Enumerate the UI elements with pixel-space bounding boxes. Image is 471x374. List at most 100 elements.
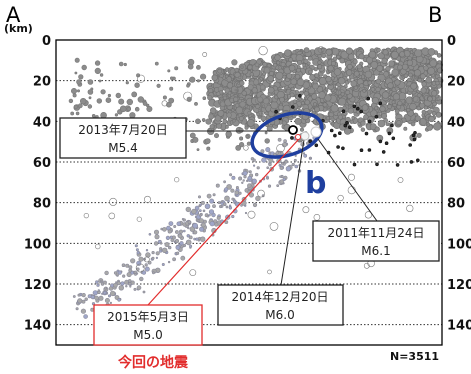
hypocenter-point xyxy=(208,88,214,94)
hypocenter-point xyxy=(288,57,294,63)
hypocenter-point xyxy=(416,106,421,111)
hypocenter-point xyxy=(371,96,379,104)
hypocenter-point xyxy=(317,60,322,65)
y-tick-left-140: 140 xyxy=(24,319,51,334)
hypocenter-point xyxy=(202,52,208,57)
hypocenter-point xyxy=(81,293,86,298)
hypocenter-point xyxy=(196,148,200,152)
hypocenter-point xyxy=(245,135,249,139)
hypocenter-point xyxy=(276,60,281,65)
hypocenter-point xyxy=(135,263,145,273)
hypocenter-point xyxy=(391,68,400,77)
hypocenter-point xyxy=(370,87,376,92)
hypocenter-point xyxy=(238,75,242,80)
hypocenter-point xyxy=(330,104,339,113)
hypocenter-point xyxy=(304,99,311,106)
hypocenter-point xyxy=(168,97,175,104)
hypocenter-point xyxy=(277,137,282,142)
annotation-2014: 2014年12月20日 M6.0 xyxy=(217,284,344,326)
hypocenter-point xyxy=(107,93,111,98)
hypocenter-point xyxy=(193,230,198,235)
hypocenter-point xyxy=(394,79,401,86)
hypocenter-point xyxy=(145,252,151,258)
hypocenter-point xyxy=(311,93,318,100)
current-earthquake-label: 今回の地震 xyxy=(117,354,189,371)
hypocenter-point xyxy=(128,282,132,286)
hypocenter-point xyxy=(129,285,132,288)
hypocenter-point xyxy=(211,74,218,81)
hypocenter-point xyxy=(260,149,265,154)
y-tick-left-100: 100 xyxy=(24,237,51,252)
hypocenter-point xyxy=(352,104,357,109)
hypocenter-point xyxy=(290,78,298,85)
hypocenter-point xyxy=(261,71,266,76)
hypocenter-point xyxy=(189,244,193,248)
hypocenter-point xyxy=(137,74,146,83)
hypocenter-point xyxy=(118,285,125,291)
hypocenter-point xyxy=(225,131,232,138)
hypocenter-point xyxy=(98,79,102,83)
hypocenter-point xyxy=(235,106,244,115)
hypocenter-point xyxy=(347,107,354,114)
annotation-2013: 2013年7月20日 M5.4 xyxy=(59,117,187,159)
hypocenter-point xyxy=(279,175,282,178)
hypocenter-point xyxy=(374,106,379,111)
hypocenter-point xyxy=(409,102,417,111)
hypocenter-point xyxy=(347,173,355,181)
hypocenter-point xyxy=(382,49,389,56)
hypocenter-point xyxy=(387,131,392,136)
hypocenter-point xyxy=(164,242,170,248)
hypocenter-point xyxy=(74,57,80,63)
hypocenter-point xyxy=(206,146,211,151)
hypocenter-point xyxy=(193,237,196,241)
hypocenter-point xyxy=(219,101,226,107)
hypocenter-point xyxy=(435,111,442,118)
hypocenter-point xyxy=(293,158,297,162)
hypocenter-point xyxy=(142,101,148,106)
hypocenter-point xyxy=(375,86,381,93)
hypocenter-point xyxy=(99,73,104,77)
hypocenter-point xyxy=(174,66,179,71)
y-tick-left-120: 120 xyxy=(24,278,51,293)
hypocenter-point xyxy=(403,73,409,79)
hypocenter-point xyxy=(169,86,174,91)
hypocenter-point xyxy=(268,162,272,167)
hypocenter-point xyxy=(363,262,370,269)
hypocenter-point xyxy=(375,162,379,167)
hypocenter-point xyxy=(410,121,416,127)
hypocenter-point xyxy=(376,47,381,53)
hypocenter-point xyxy=(231,59,238,66)
hypocenter-point xyxy=(125,263,130,268)
y-axis-left: 0 20 40 60 80 100 120 140 xyxy=(24,34,51,334)
hypocenter-point xyxy=(196,219,200,223)
hypocenter-point xyxy=(204,138,211,144)
y-tick-left-0: 0 xyxy=(42,34,51,49)
hypocenter-point xyxy=(131,91,138,98)
hypocenter-point xyxy=(306,141,310,145)
hypocenter-point xyxy=(224,220,229,225)
hypocenter-point xyxy=(260,115,267,122)
hypocenter-point xyxy=(128,268,133,273)
hypocenter-point xyxy=(376,65,384,72)
hypocenter-point xyxy=(412,137,417,142)
hypocenter-point xyxy=(290,136,294,140)
hypocenter-point xyxy=(199,203,202,207)
hypocenter-point xyxy=(421,81,427,87)
event-marker-2015 xyxy=(295,134,301,140)
hypocenter-point xyxy=(360,127,366,132)
hypocenter-point xyxy=(259,84,266,91)
hypocenter-point xyxy=(95,243,101,250)
hypocenter-point xyxy=(207,94,213,101)
hypocenter-point xyxy=(249,72,254,77)
hypocenter-point xyxy=(81,64,87,71)
hypocenter-point xyxy=(239,101,246,108)
hypocenter-point xyxy=(81,299,86,304)
hypocenter-point xyxy=(97,289,101,292)
hypocenter-point xyxy=(408,72,413,78)
hypocenter-point xyxy=(337,89,346,97)
hypocenter-point xyxy=(214,115,221,122)
hypocenter-point xyxy=(333,68,342,76)
hypocenter-point xyxy=(192,222,198,229)
y-tick-right-100: 100 xyxy=(447,237,471,252)
hypocenter-point xyxy=(73,104,78,109)
